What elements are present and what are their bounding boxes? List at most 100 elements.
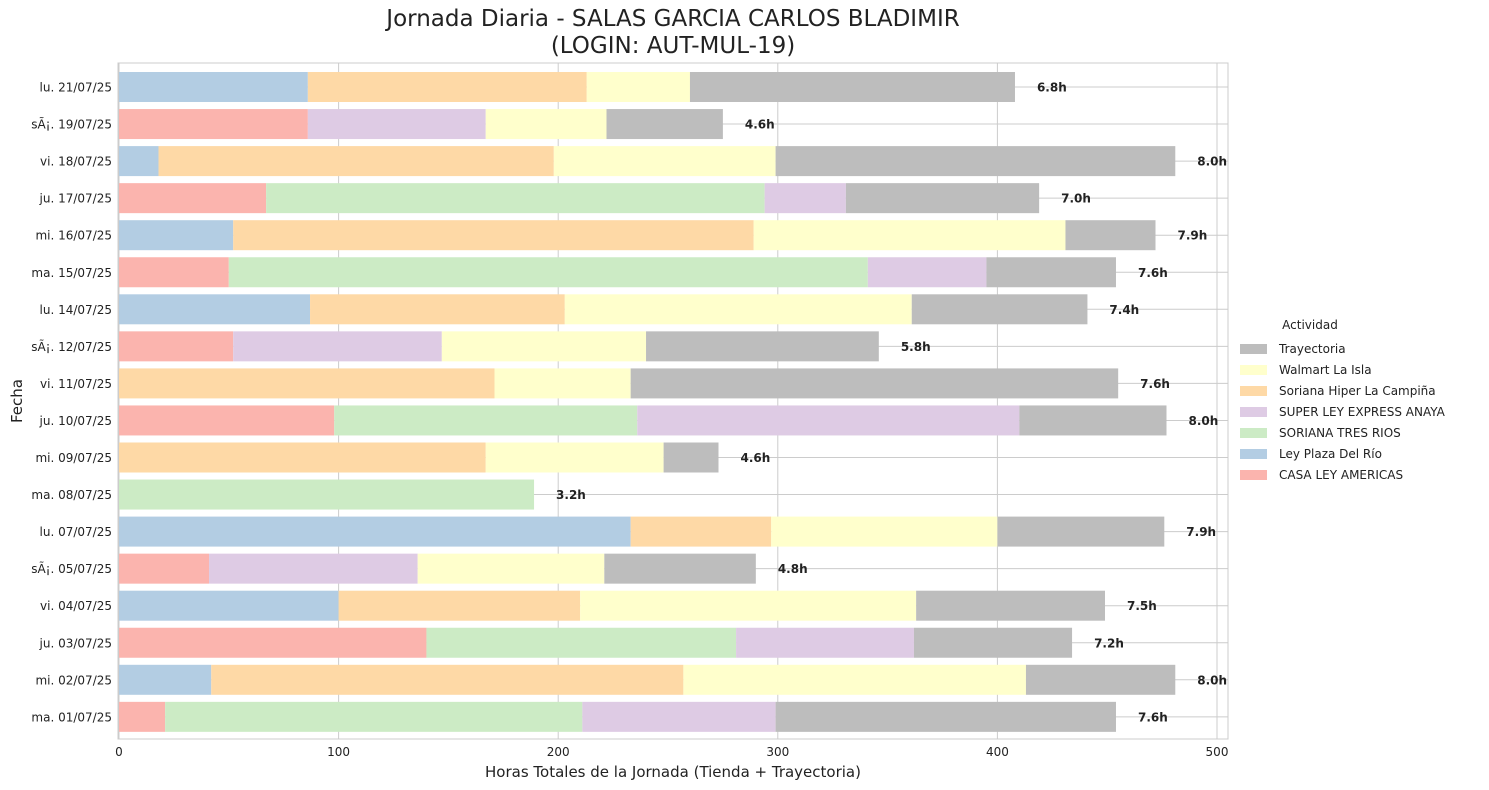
bar-segment — [119, 257, 229, 288]
bar-segment — [266, 183, 765, 214]
y-tick-label: sÃ¡. 12/07/25 — [31, 339, 112, 354]
bar-segment — [310, 294, 565, 325]
bar-total-label: 8.0h — [1197, 673, 1227, 687]
bar-segment — [307, 109, 486, 140]
bar-segment — [916, 590, 1106, 621]
bar-segment — [119, 405, 335, 436]
bar-segment — [485, 109, 607, 140]
bar-segment — [845, 183, 1040, 214]
bar-segment — [165, 701, 583, 732]
bar-segment — [775, 701, 1116, 732]
bar-segment — [119, 701, 166, 732]
bar-segment — [119, 442, 486, 473]
bar-segment — [986, 257, 1116, 288]
y-tick-label: mi. 02/07/25 — [35, 673, 112, 687]
bar-segment — [228, 257, 868, 288]
y-tick-label: ma. 08/07/25 — [31, 488, 112, 502]
bar-segment — [771, 516, 998, 547]
x-tick-label: 0 — [115, 745, 123, 759]
y-tick-label: sÃ¡. 19/07/25 — [31, 117, 112, 132]
bar-segment — [736, 627, 914, 658]
x-tick-label: 200 — [547, 745, 570, 759]
bars-layer — [119, 72, 1176, 732]
legend-label: Soriana Hiper La Campiña — [1279, 383, 1436, 398]
bar-total-label: 7.9h — [1186, 525, 1216, 539]
bar-total-label: 6.8h — [1037, 81, 1067, 95]
bar-segment — [630, 516, 772, 547]
bar-segment — [1065, 220, 1156, 251]
legend-item: Soriana Hiper La Campiña — [1230, 380, 1480, 401]
bar-segment — [119, 109, 308, 140]
legend-item: SORIANA TRES RIOS — [1230, 422, 1480, 443]
bar-segment — [119, 294, 311, 325]
bar-segment — [441, 331, 647, 362]
bar-labels-layer: 6.8h 4.6h 8.0h 7.0h 7.9h 7.6h 7.4h 5.8h 7.6h 8.0h… — [556, 81, 1227, 725]
legend-swatch — [1240, 364, 1267, 375]
bar-segment — [119, 664, 212, 695]
bar-segment — [689, 72, 1015, 102]
y-tick-label: ju. 17/07/25 — [39, 192, 112, 206]
bar-total-label: 8.0h — [1197, 155, 1227, 169]
bar-segment — [663, 442, 719, 473]
y-tick-label: lu. 21/07/25 — [40, 81, 112, 95]
bar-segment — [233, 331, 442, 362]
legend-label: Trayectoria — [1279, 341, 1346, 356]
bar-segment — [338, 590, 581, 621]
bar-segment — [211, 664, 684, 695]
legend-label: SUPER LEY EXPRESS ANAYA — [1279, 404, 1445, 419]
y-tick-label: mi. 09/07/25 — [35, 451, 112, 465]
bar-segment — [307, 72, 587, 102]
bar-total-label: 8.0h — [1188, 414, 1218, 428]
plot-frame — [117, 62, 1229, 740]
bar-total-label: 4.6h — [745, 118, 775, 132]
legend-items: Trayectoria Walmart La Isla Soriana Hiper … — [1230, 338, 1480, 485]
chart-title-line2: (LOGIN: AUT-MUL-19) — [550, 33, 796, 59]
bar-segment — [582, 701, 776, 732]
bar-segment — [586, 72, 690, 102]
bar-segment — [119, 146, 159, 177]
y-tick-label: sÃ¡. 05/07/25 — [31, 561, 112, 576]
bar-segment — [606, 109, 723, 140]
bar-segment — [119, 72, 308, 102]
legend: Actividad Trayectoria Walmart La Isla Sori… — [1230, 318, 1480, 485]
bar-segment — [580, 590, 917, 621]
bar-segment — [119, 220, 234, 251]
bar-segment — [753, 220, 1066, 251]
x-tick-label: 300 — [766, 745, 789, 759]
y-tick-label: mi. 16/07/25 — [35, 229, 112, 243]
bar-total-label: 7.6h — [1138, 266, 1168, 280]
legend-label: Walmart La Isla — [1279, 362, 1372, 377]
bar-total-label: 7.9h — [1178, 229, 1208, 243]
legend-swatch — [1240, 343, 1267, 354]
bar-total-label: 7.5h — [1127, 599, 1157, 613]
y-tick-label: ju. 03/07/25 — [39, 636, 112, 650]
bar-segment — [1019, 405, 1167, 436]
bar-segment — [494, 368, 631, 399]
legend-title: Actividad — [1282, 318, 1338, 332]
y-tick-label: ma. 01/07/25 — [31, 710, 112, 724]
legend-label: SORIANA TRES RIOS — [1279, 425, 1401, 440]
bar-segment — [485, 442, 664, 473]
y-tick-label: lu. 14/07/25 — [40, 303, 112, 317]
bar-segment — [630, 368, 1119, 399]
x-tick-label: 500 — [1206, 745, 1229, 759]
bar-segment — [334, 405, 638, 436]
x-tick-label: 400 — [986, 745, 1009, 759]
bar-total-label: 7.6h — [1140, 377, 1170, 391]
legend-swatch — [1240, 427, 1267, 438]
x-tick-label: 100 — [327, 745, 350, 759]
chart-title-line1: Jornada Diaria - SALAS GARCIA CARLOS BLA… — [386, 6, 960, 32]
legend-item: Walmart La Isla — [1230, 359, 1480, 380]
y-tick-label: vi. 04/07/25 — [40, 599, 112, 613]
bar-segment — [119, 627, 427, 658]
legend-item: CASA LEY AMERICAS — [1230, 464, 1480, 485]
y-tick-label: vi. 18/07/25 — [40, 155, 112, 169]
bar-total-label: 7.6h — [1138, 710, 1168, 724]
bar-segment — [764, 183, 846, 214]
x-axis-label: Horas Totales de la Jornada (Tienda + Tr… — [485, 763, 861, 781]
y-tick-label: lu. 07/07/25 — [40, 525, 112, 539]
bar-segment — [604, 553, 756, 584]
bar-segment — [997, 516, 1165, 547]
x-tick-labels: 0 100 200 300 400 500 — [115, 745, 1228, 759]
